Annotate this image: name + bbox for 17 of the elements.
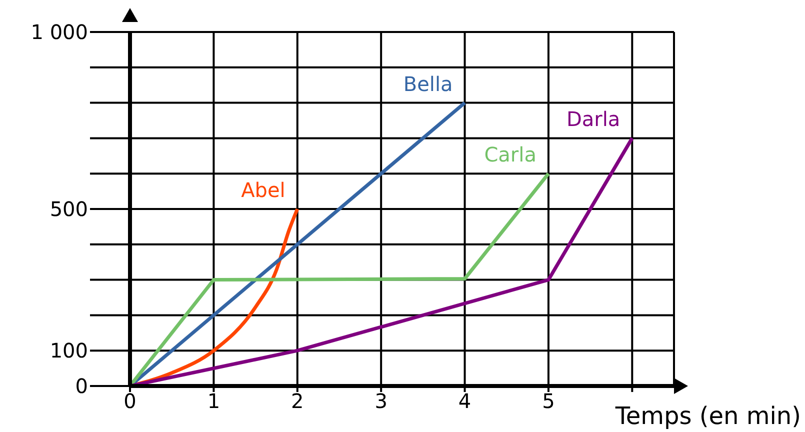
y-tick-label: 100 <box>50 338 88 363</box>
x-tick-label: 1 <box>207 389 220 414</box>
series-label: Carla <box>484 142 536 167</box>
x-tick-label: 0 <box>124 389 136 414</box>
line-series <box>130 172 550 386</box>
x-axis-title: Temps (en min) <box>614 402 801 430</box>
x-tick-label: 5 <box>542 389 555 414</box>
series-label: Bella <box>403 72 453 96</box>
y-tick-label: 0 <box>75 374 88 398</box>
series-label: Abel <box>241 178 286 202</box>
x-tick-label: 2 <box>291 389 304 414</box>
series-label: Darla <box>566 107 620 132</box>
y-tick-label: 1 000 <box>30 20 88 44</box>
y-tick-label: 500 <box>50 197 88 222</box>
x-tick-label: 4 <box>458 389 472 414</box>
line-series <box>130 136 634 386</box>
x-tick-label: 3 <box>374 389 388 414</box>
